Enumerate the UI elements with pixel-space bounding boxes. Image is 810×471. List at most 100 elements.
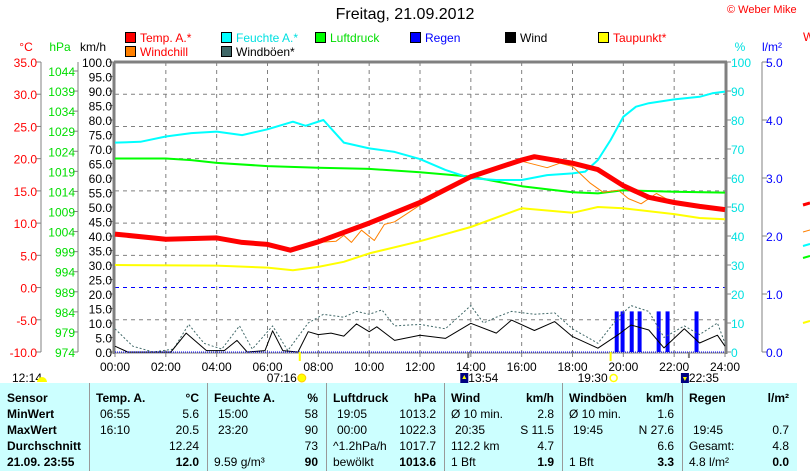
legend-swatch [410,32,421,43]
temp-tick-label: 5.0 [20,249,37,263]
cell-label: 00:00 [337,423,368,437]
rain-axis-unit: l/m² [762,40,782,54]
column-unit: l/m² [767,391,789,405]
cell-label: 15:00 [218,407,249,421]
rain-bar [694,311,699,352]
moonrise-arrow-icon [462,375,467,379]
wind-tick-label: 55.0 [89,187,113,201]
row-label: 21.09. 23:55 [7,455,75,469]
cell-value: 90 [304,455,318,469]
pressure-tick-label: 1039 [48,85,75,99]
x-tick-label: 12:00 [405,360,435,374]
x-tick-label: 14:00 [456,360,486,374]
wind-tick-label: 60.0 [89,172,113,186]
legend-label: Windchill [140,45,189,59]
humidity-tick-label: 100 [731,56,751,70]
cell-value: 5.6 [182,407,199,421]
legend-swatch [125,46,136,57]
pressure-tick-label: 979 [55,326,75,340]
cell-value: 20.5 [175,423,199,437]
legend-label: Temp. A.* [140,31,192,45]
cell-label: Ø 10 min. [569,407,622,421]
cell-label: ^1.2hPa/h [333,439,387,453]
pressure-tick-label: 1019 [48,165,75,179]
weather-chart: -10.0-5.00.05.010.015.020.025.030.035.0°… [10,40,810,383]
cutoff-chart-trace [802,320,810,324]
humidity-axis-unit: % [735,40,746,54]
column-header: Feuchte A. [214,391,275,405]
cell-label: 9.59 g/m³ [214,455,265,469]
rain-tick-label: 2.0 [766,230,783,244]
pressure-tick-label: 1009 [48,205,75,219]
cell-label: 23:20 [218,423,249,437]
cell-value: 12.0 [175,455,199,469]
rain-tick-label: 0.0 [766,346,783,360]
cell-value: 2.8 [537,407,554,421]
cell-value: S 11.5 [520,423,554,437]
table-column: Windböen km/h Ø 10 min. 1.6 19:45 N 27.6 6.6 1 … [562,383,682,471]
wind-tick-label: 30.0 [89,259,113,273]
temp-tick-label: 35.0 [14,56,38,70]
sunrise-label: 07:16 [267,371,297,383]
cell-value: N 27.6 [638,423,674,437]
legend-swatch [598,32,609,43]
column-unit: °C [185,391,199,405]
series-line-windb-en [114,305,726,353]
humidity-tick-label: 90 [731,85,745,99]
legend-swatch [221,46,232,57]
legend-item: Wind [505,31,547,45]
table-column: Luftdruck hPa 19:05 1013.2 00:00 1022.3 ^1.2hP… [326,383,444,471]
wind-tick-label: 70.0 [89,143,113,157]
wind-tick-label: 5.0 [95,332,112,346]
pressure-tick-label: 974 [55,346,75,360]
table-column: Feuchte A.% 15:00 58 23:20 90 73 9.59 g/m³ 90 [207,383,326,471]
sunset-label: 19:30 [578,371,608,383]
cell-value: 12.24 [168,439,199,453]
stats-table: Sensor MinWert MaxWert Durchschnitt 21.09. 2… [0,383,797,471]
table-column: Wind km/h Ø 10 min. 2.8 20:35 S 11.5 112.2 km 4… [444,383,562,471]
cell-label: Gesamt: [689,439,735,453]
series-line-temp-a [114,154,726,253]
rain-bar [637,311,642,352]
rain-tick-label: 4.0 [766,114,783,128]
column-unit: % [307,391,318,405]
x-tick-label: 22:00 [659,360,689,374]
table-column-sensor: Sensor MinWert MaxWert Durchschnitt 21.09. 2… [0,383,89,471]
column-unit: km/h [645,391,674,405]
series-line-luftdruck [115,157,726,195]
humidity-tick-label: 60 [731,172,745,186]
pressure-tick-label: 1029 [48,125,75,139]
legend-swatch [505,32,516,43]
temp-tick-label: 20.0 [14,153,38,167]
series-line-taupunkt [114,206,726,272]
wind-tick-label: 35.0 [89,245,113,259]
series-line-feuchte-a [114,90,726,181]
legend-item: Regen [410,31,460,45]
cell-label: Ø 10 min. [451,407,504,421]
cell-label: 19:45 [693,423,724,437]
cell-label: 19:45 [573,423,604,437]
pressure-tick-label: 1044 [48,65,75,79]
legend-label: Wind [520,31,548,45]
pressure-axis-unit: hPa [49,40,71,54]
wind-tick-label: 20.0 [89,288,113,302]
cell-value: 1.6 [657,407,674,421]
rain-bar [656,311,661,352]
sunrise-sun-icon [297,373,307,383]
x-tick-label: 08:00 [303,360,333,374]
humidity-tick-label: 10 [731,317,745,331]
wind-tick-label: 75.0 [89,129,113,143]
cell-value: 4.8 [772,439,789,453]
pressure-tick-label: 984 [55,306,75,320]
column-header: Windböen [569,391,627,405]
cell-value: 1022.3 [399,423,436,437]
cell-value: 1.9 [537,455,554,469]
wind-tick-label: 65.0 [89,158,113,172]
rain-bar [629,311,634,352]
cutoff-chart-trace [802,229,810,233]
chart-title: Freitag, 21.09.2012 [335,6,475,23]
table-column: Temp. A. °C 06:55 5.6 16:10 20.5 12.24 12.0 [89,383,207,471]
humidity-tick-label: 40 [731,230,745,244]
temp-tick-label: 0.0 [20,282,37,296]
